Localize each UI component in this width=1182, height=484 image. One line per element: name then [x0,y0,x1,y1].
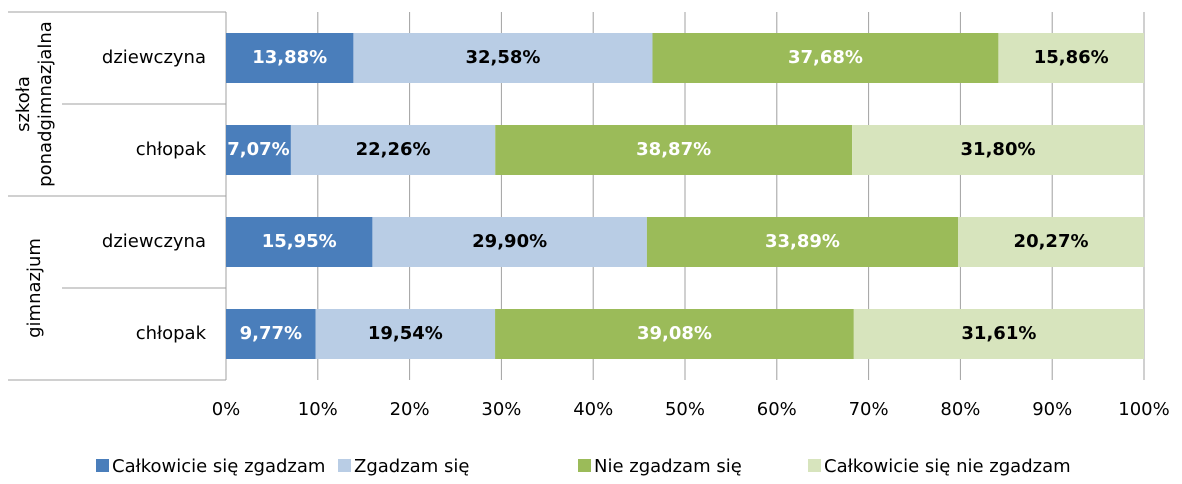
bar-segment [226,125,291,175]
data-label: 9,77% [240,323,302,344]
bar-segment [646,217,959,267]
data-label: 15,86% [1034,47,1109,68]
x-tick-label: 0% [212,399,241,420]
data-label: 31,61% [961,323,1036,344]
data-label: 37,68% [788,47,863,68]
data-label: 20,27% [1014,231,1089,252]
y-tick-label: dziewczyna [102,231,206,252]
x-tick-label: 30% [481,399,521,420]
bar-segment [495,125,853,175]
data-label: 13,88% [252,47,327,68]
legend-label: Nie zgadzam się [594,456,742,477]
y-tick-label: chłopak [136,323,207,344]
data-label: 31,80% [961,139,1036,160]
x-tick-label: 60% [757,399,797,420]
bar-segment [315,309,496,359]
bar-segment [226,309,316,359]
y-tick-label: dziewczyna [102,47,206,68]
group-label: ponadgimnazjalna [35,21,56,187]
data-label: 7,07% [227,139,289,160]
bar-segment [495,309,854,359]
legend-swatch [96,459,109,472]
data-label: 22,26% [356,139,431,160]
data-label: 29,90% [472,231,547,252]
data-label: 33,89% [765,231,840,252]
bar-segment [372,217,647,267]
bar-segment [852,125,1144,175]
x-tick-label: 50% [665,399,705,420]
x-tick-label: 20% [390,399,430,420]
bar-segment [226,33,354,83]
legend-label: Zgadzam się [354,456,469,477]
legend-label: Całkowicie się nie zgadzam [824,456,1071,477]
bar-segment [652,33,999,83]
legend-swatch [578,459,591,472]
bar-segment [998,33,1144,83]
bar-segment [290,125,496,175]
y-tick-label: chłopak [136,139,207,160]
bar-segment [226,217,373,267]
group-label: szkoła [13,76,34,132]
x-tick-label: 90% [1032,399,1072,420]
legend-swatch [338,459,351,472]
group-label: gimnazjum [24,238,45,338]
data-label: 15,95% [262,231,337,252]
x-tick-label: 70% [849,399,889,420]
data-label: 32,58% [465,47,540,68]
x-tick-label: 100% [1118,399,1169,420]
data-label: 38,87% [636,139,711,160]
bar-segment [958,217,1145,267]
x-tick-label: 10% [298,399,338,420]
legend-swatch [808,459,821,472]
x-tick-label: 40% [573,399,613,420]
data-label: 19,54% [368,323,443,344]
x-tick-label: 80% [940,399,980,420]
legend-label: Całkowicie się zgadzam [112,456,325,477]
data-label: 39,08% [637,323,712,344]
bar-segment [853,309,1144,359]
bar-segment [353,33,653,83]
